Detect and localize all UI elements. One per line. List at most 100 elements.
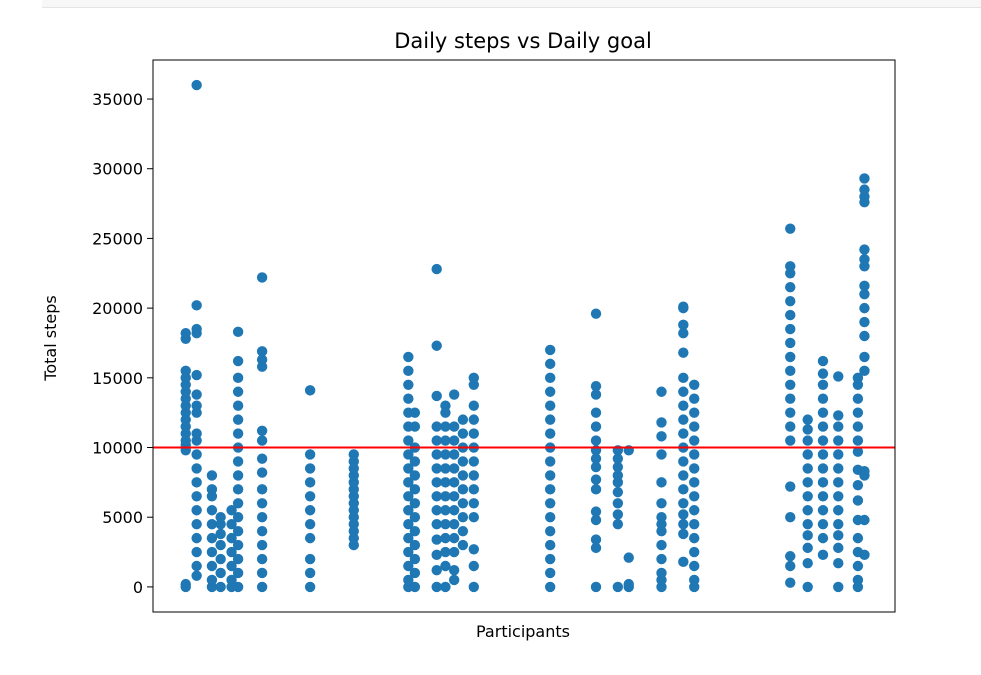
data-point bbox=[678, 498, 689, 509]
data-point bbox=[256, 453, 268, 464]
y-tick-label: 20000 bbox=[92, 299, 143, 318]
data-point bbox=[232, 498, 244, 509]
data-point bbox=[785, 407, 796, 418]
data-point bbox=[304, 477, 316, 488]
x-axis-label: Participants bbox=[476, 622, 570, 641]
data-point bbox=[802, 505, 813, 516]
data-point bbox=[403, 505, 414, 516]
data-point bbox=[256, 346, 268, 357]
data-point bbox=[232, 581, 244, 593]
data-point bbox=[833, 435, 844, 446]
data-point bbox=[409, 567, 421, 579]
data-point bbox=[431, 505, 442, 516]
data-point bbox=[689, 435, 700, 446]
data-point bbox=[468, 470, 480, 481]
data-point bbox=[457, 484, 469, 495]
data-point bbox=[431, 477, 442, 488]
data-point bbox=[656, 431, 667, 442]
data-point bbox=[431, 435, 442, 446]
data-point bbox=[431, 534, 442, 545]
data-point bbox=[431, 518, 442, 530]
data-point bbox=[612, 518, 624, 530]
y-tick-label: 35000 bbox=[92, 90, 143, 109]
data-point bbox=[785, 261, 796, 272]
data-point bbox=[689, 518, 700, 530]
data-point bbox=[678, 372, 689, 384]
data-point bbox=[544, 428, 556, 439]
data-point bbox=[403, 393, 414, 404]
data-point bbox=[256, 484, 268, 495]
data-point bbox=[656, 477, 667, 488]
data-point bbox=[678, 484, 689, 495]
data-point bbox=[226, 505, 237, 516]
y-tick-label: 25000 bbox=[92, 229, 143, 248]
data-point bbox=[544, 553, 556, 565]
data-point bbox=[802, 558, 813, 569]
data-point bbox=[232, 553, 244, 565]
data-point bbox=[590, 506, 602, 517]
y-tick-label: 30000 bbox=[92, 160, 143, 179]
data-point bbox=[191, 491, 202, 502]
data-point bbox=[440, 581, 451, 593]
data-point bbox=[431, 263, 442, 275]
data-point bbox=[833, 371, 844, 382]
data-point bbox=[191, 463, 202, 474]
data-point bbox=[403, 477, 414, 488]
data-point bbox=[689, 463, 700, 474]
data-point bbox=[403, 435, 414, 446]
data-point bbox=[817, 491, 829, 502]
data-point bbox=[590, 514, 602, 526]
data-point bbox=[448, 574, 460, 586]
data-point bbox=[833, 581, 844, 593]
data-point bbox=[859, 288, 870, 300]
data-point bbox=[403, 532, 414, 544]
data-point bbox=[544, 581, 556, 593]
data-point bbox=[191, 400, 202, 411]
data-point bbox=[817, 463, 829, 474]
data-point bbox=[191, 369, 202, 381]
data-point bbox=[817, 421, 829, 432]
data-point bbox=[448, 449, 460, 460]
data-point bbox=[457, 512, 469, 523]
data-point bbox=[689, 546, 700, 558]
data-point bbox=[215, 553, 226, 565]
data-point bbox=[304, 567, 316, 579]
data-point bbox=[859, 254, 870, 265]
data-point bbox=[457, 498, 469, 509]
data-point bbox=[785, 379, 796, 390]
data-point bbox=[656, 512, 667, 523]
data-point bbox=[678, 518, 689, 530]
data-point bbox=[678, 319, 689, 331]
data-point bbox=[448, 491, 460, 502]
data-point bbox=[785, 351, 796, 363]
data-point bbox=[348, 449, 359, 460]
data-point bbox=[785, 435, 796, 446]
data-point bbox=[215, 567, 226, 579]
data-point bbox=[689, 449, 700, 460]
y-tick-label: 15000 bbox=[92, 369, 143, 388]
data-point bbox=[544, 539, 556, 551]
data-point bbox=[859, 365, 870, 377]
data-point bbox=[590, 534, 602, 545]
data-point bbox=[689, 407, 700, 418]
data-point bbox=[656, 539, 667, 551]
data-point bbox=[431, 449, 442, 460]
data-point bbox=[304, 491, 316, 502]
data-point bbox=[232, 355, 244, 367]
data-point bbox=[191, 79, 202, 91]
data-point bbox=[191, 505, 202, 516]
data-point bbox=[802, 414, 813, 425]
y-axis-ticks: 0 5000 10000 15000 20000 25000 30000 35000 bbox=[92, 90, 153, 597]
data-point bbox=[457, 525, 469, 537]
data-point bbox=[180, 365, 191, 377]
data-point bbox=[785, 512, 796, 523]
data-point bbox=[833, 542, 844, 554]
data-point bbox=[817, 393, 829, 404]
data-point bbox=[403, 351, 414, 363]
data-point bbox=[206, 518, 218, 530]
data-point bbox=[859, 244, 870, 255]
data-point bbox=[226, 546, 237, 558]
data-point bbox=[817, 368, 829, 379]
data-point bbox=[689, 379, 700, 390]
